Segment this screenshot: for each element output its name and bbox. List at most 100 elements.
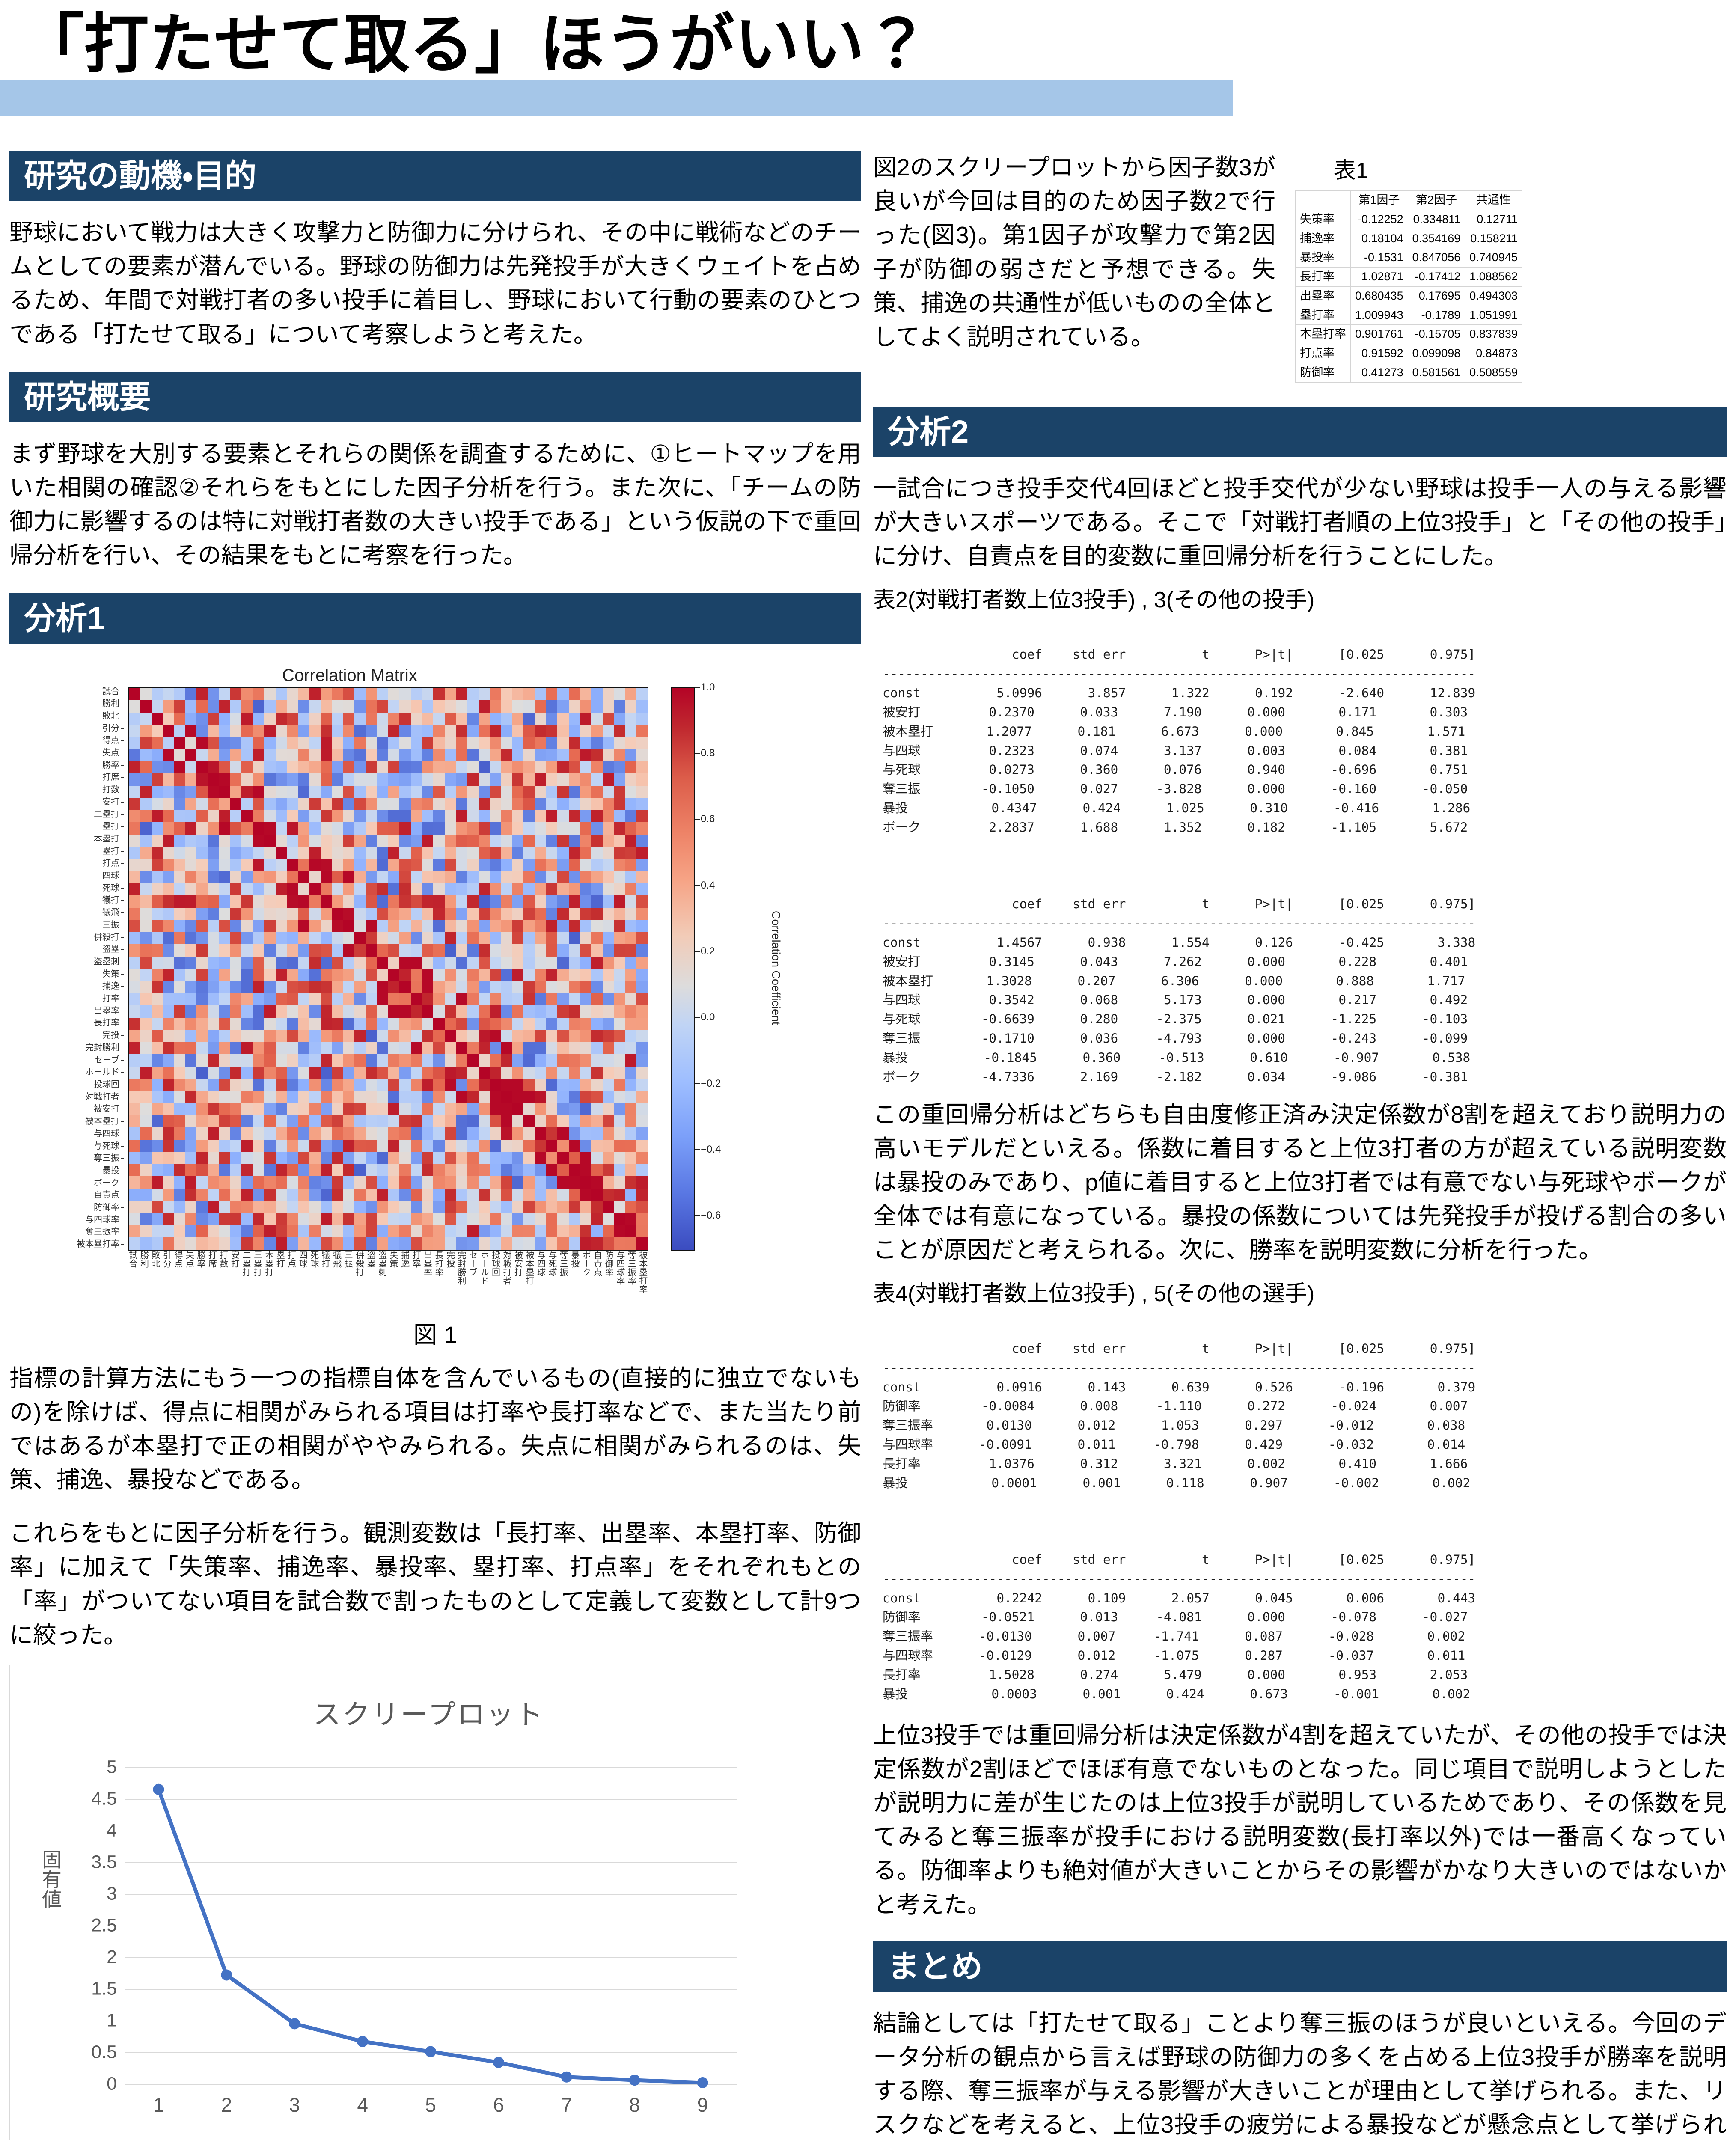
table1-cell: 長打率 xyxy=(1295,267,1351,287)
table1-header-cell: 共通性 xyxy=(1465,190,1522,210)
heatmap-row-label: 盗塁 xyxy=(102,945,124,954)
scree-plot-title: スクリープロット xyxy=(313,1699,545,1730)
heatmap-col-label: 盗塁刺 xyxy=(377,1250,386,1276)
heatmap-row-label: ボーク xyxy=(94,1179,124,1187)
table1-cell: 打点率 xyxy=(1295,344,1351,363)
table1-header-cell: 第2因子 xyxy=(1407,190,1465,210)
heatmap-row-label: 死球 xyxy=(102,884,124,892)
section-header-analysis2: 分析2 xyxy=(873,406,1727,457)
table1-caption: 表1 xyxy=(1334,158,1368,183)
scree-x-tick-labels: 1 2 3 4 5 6 7 8 9 xyxy=(125,2093,737,2123)
table1-cell: 0.581561 xyxy=(1407,363,1465,383)
heatmap-row-label: 被安打 xyxy=(94,1105,124,1113)
heatmap-col-label: 出塁率 xyxy=(422,1250,432,1276)
scree-y-tick: 2.5 xyxy=(91,1915,117,1936)
heatmap-row-label: 捕逸 xyxy=(102,982,124,990)
heatmap-col-label: 本塁打 xyxy=(263,1250,273,1276)
heatmap-row-label: 奪三振率 xyxy=(85,1228,124,1236)
heatmap-col-label: 与死球 xyxy=(547,1250,556,1276)
table1: 第1因子 第2因子 共通性 失策率 -0.12252 0.334811 0.12711 捕逸率… xyxy=(1295,190,1522,383)
heatmap-col-label: 完封勝利 xyxy=(456,1250,466,1285)
table-row: 出塁率 0.680435 0.17695 0.494303 xyxy=(1295,286,1522,306)
regression-block-45: coef std err t P>|t| [0.025 0.975] -----… xyxy=(883,1320,1727,1704)
heatmap-col-label: 勝率 xyxy=(195,1250,205,1268)
heatmap-row-label: 自責点 xyxy=(94,1191,124,1199)
correlation-heatmap-figure: Correlation Matrix 試合 勝利 敗北 引分 得点 失点 勝率 打席 打数 安打二… xyxy=(16,658,855,1313)
scree-plot-figure: スクリープロット 固有値 0 0.5 1 1.5 2 2.5 3 3.5 4 4.5 5 1 2 3 4 5… xyxy=(9,1665,848,2140)
table1-cell: 1.009943 xyxy=(1350,305,1408,325)
heatmap-row-label: 犠飛 xyxy=(102,908,124,917)
colorbar-ticks: 1.0 0.8 0.6 0.4 0.2 0.0 −0.2 −0.4 −0.6 xyxy=(695,681,780,1254)
colorbar-tick-label: 0.6 xyxy=(701,813,715,825)
heatmap-row-label: 勝率 xyxy=(102,761,124,770)
heatmap-col-label: ボーク xyxy=(581,1250,591,1276)
heatmap-col-label: 被安打 xyxy=(513,1250,523,1276)
heatmap-col-label: 二塁打 xyxy=(241,1250,250,1276)
heatmap-row-label: 三塁打 xyxy=(94,822,124,831)
table1-cell: 1.02871 xyxy=(1350,267,1408,287)
heatmap-col-label: 完投 xyxy=(445,1250,455,1268)
heatmap-row-label: 失策 xyxy=(102,970,124,978)
heatmap-row-label: 塁打 xyxy=(102,847,124,856)
heatmap-row-label: 四球 xyxy=(102,871,124,880)
heatmap-colorbar xyxy=(671,687,695,1251)
heatmap-row-label: セーブ xyxy=(94,1056,124,1064)
heatmap-col-label: 暴投 xyxy=(569,1250,579,1268)
heatmap-col-label: 対戦打者 xyxy=(501,1250,511,1285)
heatmap-col-label: 被本塁打率 xyxy=(637,1250,647,1293)
table1-cell: 0.099098 xyxy=(1407,344,1465,363)
heatmap-col-label: 奪三振率 xyxy=(626,1250,636,1285)
scree-x-tick: 3 xyxy=(289,2094,300,2116)
scree-y-tick: 0.5 xyxy=(91,2042,117,2063)
heatmap-row-label: 打点 xyxy=(102,859,124,868)
table1-cell: 0.12711 xyxy=(1465,209,1522,229)
table1-cell: 0.508559 xyxy=(1465,363,1522,383)
section-header-overview: 研究概要 xyxy=(9,372,861,422)
scree-y-tick: 0 xyxy=(107,2073,117,2094)
scree-y-tick: 3.5 xyxy=(91,1852,117,1872)
heatmap-row-label: 引分 xyxy=(102,724,124,733)
heatmap-col-label: ホールド xyxy=(479,1250,489,1285)
heatmap-row-label: 得点 xyxy=(102,736,124,745)
heatmap-col-label: 打席 xyxy=(207,1250,217,1268)
heatmap-row-label: 本塁打 xyxy=(94,835,124,843)
heatmap-col-label: 被本塁打 xyxy=(524,1250,534,1285)
heatmap-col-label: 試合 xyxy=(128,1250,137,1268)
colorbar-tick-label: 1.0 xyxy=(701,681,715,693)
colorbar-label: Correlation Coefficient xyxy=(770,911,782,1025)
heatmap-col-label: 与四球率 xyxy=(615,1250,624,1285)
right-column: 図2のスクリープロットから因子数3が良いが今回は目的のため因子数2で行った(図3… xyxy=(873,151,1727,2140)
scree-x-tick: 6 xyxy=(493,2094,504,2116)
heatmap-col-label: 打率 xyxy=(411,1250,421,1268)
table1-cell: -0.1789 xyxy=(1407,305,1465,325)
scree-y-tick: 4 xyxy=(107,1820,117,1841)
heatmap-row-label: 打数 xyxy=(102,785,124,794)
analysis2-mid-body: この重回帰分析はどちらも自由度修正済み決定係数が8割を超えており説明力の高いモデ… xyxy=(873,1101,1727,1263)
table1-cell: 1.051991 xyxy=(1465,305,1522,325)
scree-y-axis-title: 固有値 xyxy=(39,1849,62,1908)
table-row: 捕逸率 0.18104 0.354169 0.158211 xyxy=(1295,229,1522,249)
colorbar-tick-label: 0.4 xyxy=(701,879,715,891)
heatmap-row-label: 打席 xyxy=(102,773,124,782)
table1-cell: 0.334811 xyxy=(1407,209,1465,229)
table1-cell: 0.354169 xyxy=(1407,229,1465,249)
table1-header-cell xyxy=(1295,190,1351,210)
heatmap-row-labels: 試合 勝利 敗北 引分 得点 失点 勝率 打席 打数 安打 二塁打 三塁打 本塁打 塁打 打点 四球 死球 犠打犠… xyxy=(16,687,124,1249)
table1-cell: 失策率 xyxy=(1295,209,1351,229)
scree-x-tick: 1 xyxy=(153,2094,164,2116)
heatmap-col-label: 長打率 xyxy=(434,1250,443,1276)
heatmap-grid xyxy=(128,687,648,1251)
scree-y-tick: 5 xyxy=(107,1757,117,1777)
colorbar-tick-label: −0.2 xyxy=(701,1077,721,1089)
heatmap-row-label: 完投 xyxy=(102,1031,124,1040)
table1-cell: 防御率 xyxy=(1295,363,1351,383)
heatmap-row-label: 長打率 xyxy=(94,1019,124,1027)
heatmap-col-label: 塁打 xyxy=(275,1250,285,1268)
heatmap-row-label: 与死球 xyxy=(94,1142,124,1150)
regression-output-23: coef std err t P>|t| [0.025 0.975] -----… xyxy=(883,647,1476,1084)
heatmap-col-label: 敗北 xyxy=(150,1250,160,1268)
heatmap-row-label: 被本塁打 xyxy=(85,1117,124,1126)
table-row: 防御率 0.41273 0.581561 0.508559 xyxy=(1295,363,1522,383)
scree-x-tick: 9 xyxy=(697,2094,708,2116)
